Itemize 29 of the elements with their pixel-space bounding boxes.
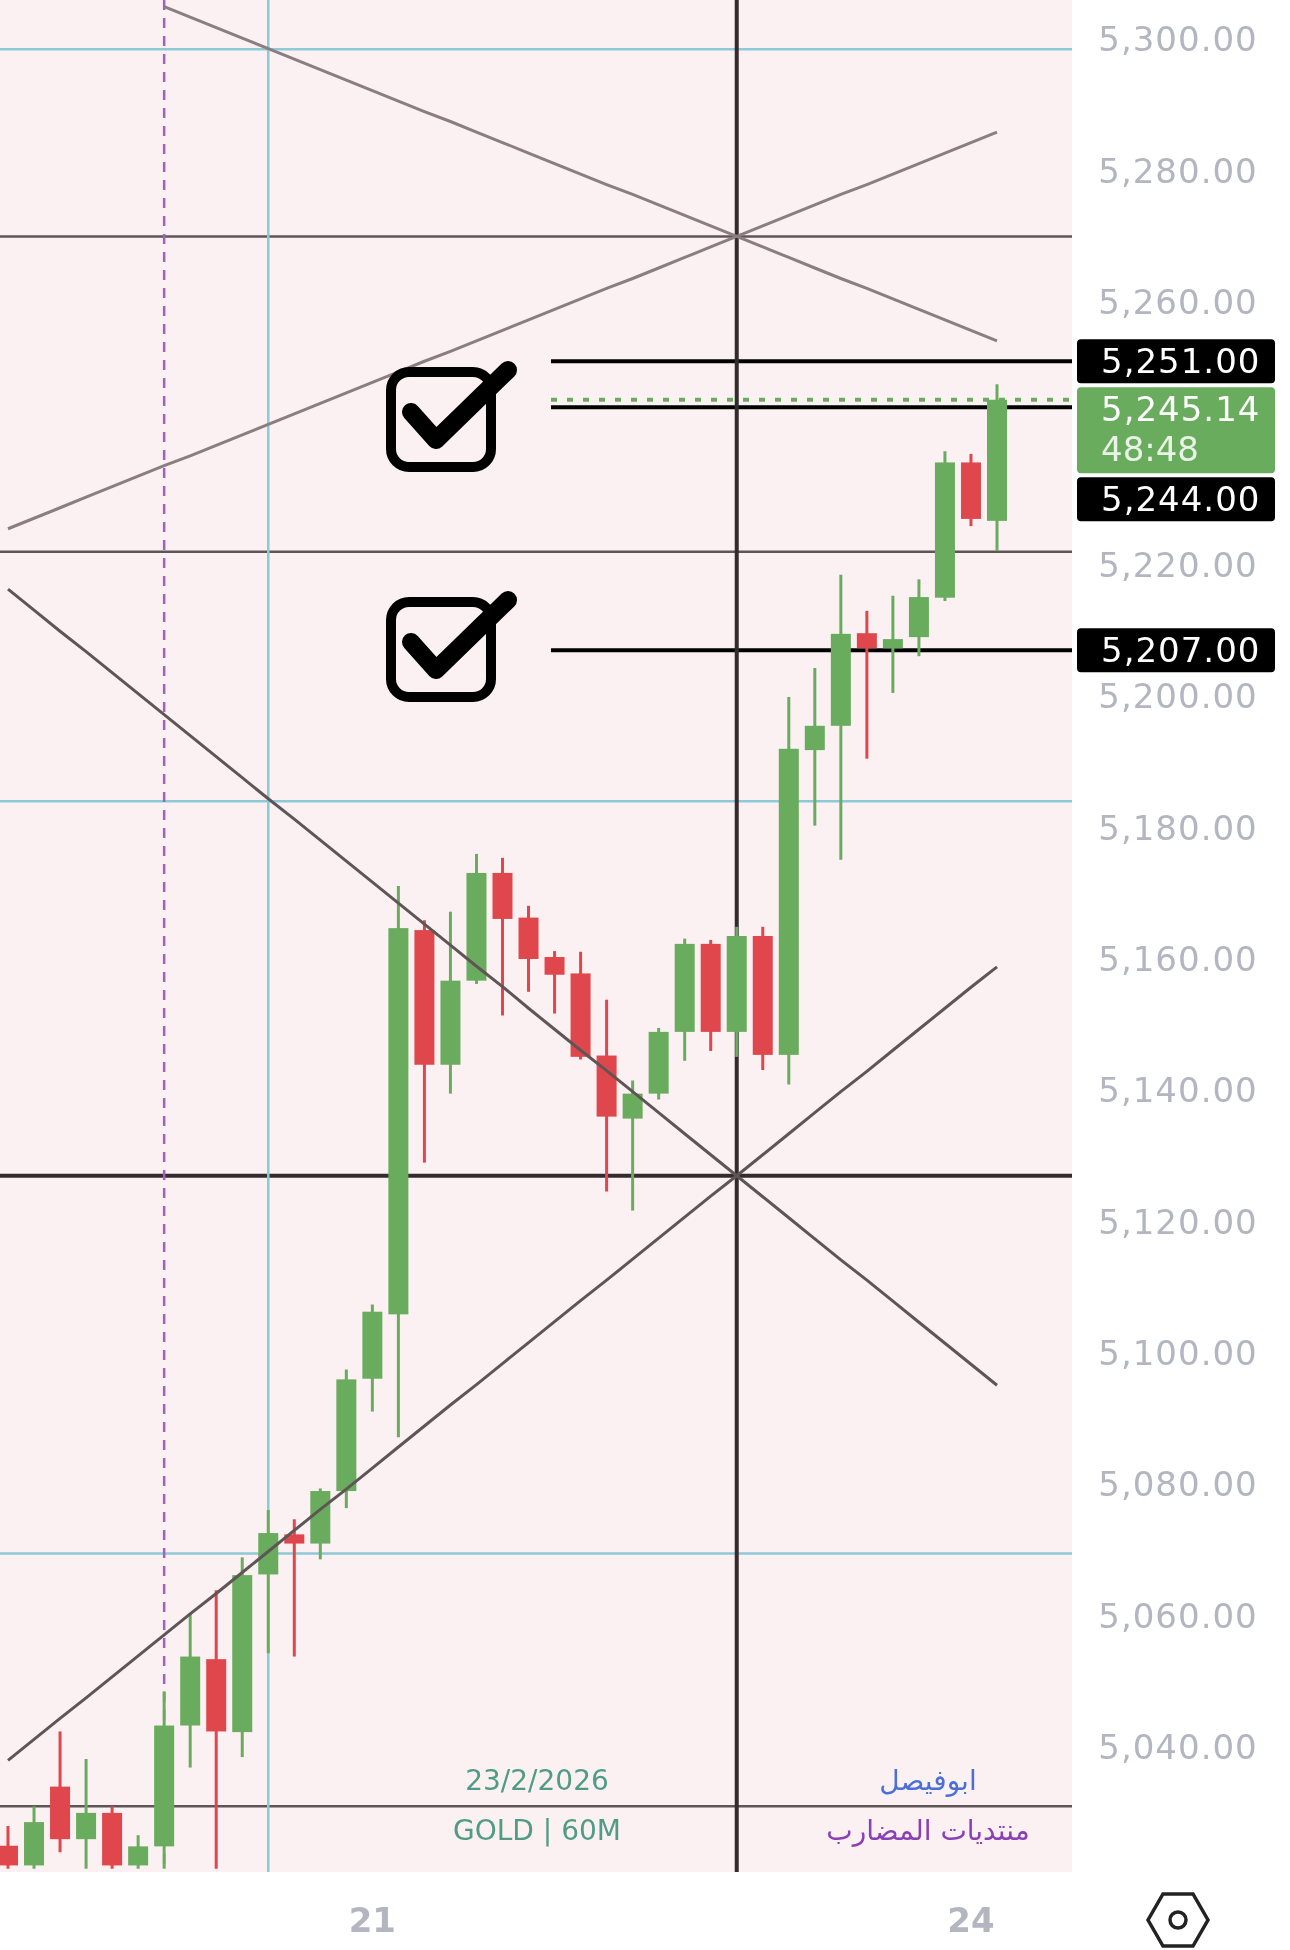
y-tick-label: 5,120.00 [1098,1201,1258,1242]
annotation: 23/2/2026 [465,1763,609,1797]
ref-line-label: 5,251.00 [1101,341,1261,382]
y-tick-label: 5,200.00 [1098,676,1258,717]
candlestick [856,609,877,759]
text: 48:48 [1101,429,1199,470]
y-tick-label: 5,040.00 [1098,1727,1258,1768]
annotation: ابوفيصل [879,1763,977,1797]
candlestick [128,1835,149,1869]
y-tick-label: 5,300.00 [1098,19,1258,60]
annotation: GOLD | 60M [453,1813,621,1847]
candlestick [882,594,903,693]
y-tick-label: 5,140.00 [1098,1070,1258,1111]
y-tick-label: 5,280.00 [1098,150,1258,191]
y-tick-label: 5,060.00 [1098,1595,1258,1636]
ref-line-label: 5,245.14 [1101,389,1261,430]
candlestick [284,1519,305,1657]
y-tick-label: 5,180.00 [1098,807,1258,848]
ref-line-label: 5,244.00 [1101,479,1261,520]
y-tick-label: 5,160.00 [1098,938,1258,979]
candlestick [544,951,565,1014]
x-tick-label: 21 [348,1899,397,1940]
y-tick-label: 5,100.00 [1098,1332,1258,1373]
y-tick-label: 5,220.00 [1098,544,1258,585]
y-tick-label: 5,080.00 [1098,1464,1258,1505]
y-tick-label: 5,260.00 [1098,282,1258,323]
ref-line-label: 5,207.00 [1101,630,1261,671]
annotation: منتديات المضارب [826,1813,1030,1847]
x-tick-label: 24 [947,1899,995,1940]
